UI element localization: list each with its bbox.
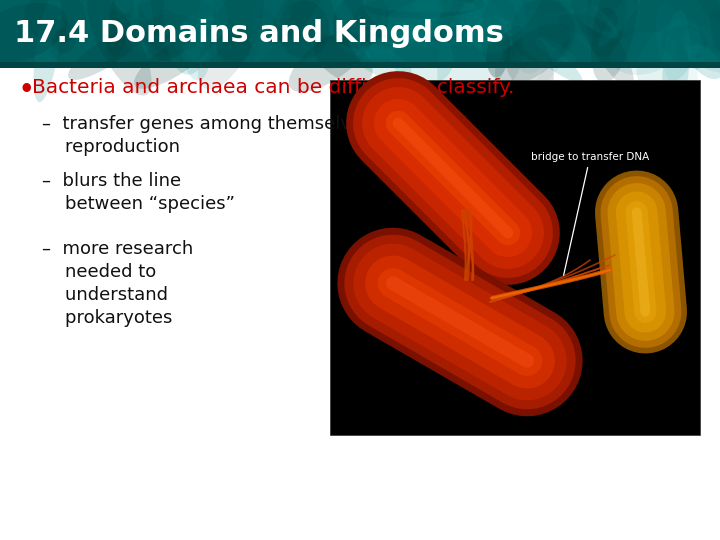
- Ellipse shape: [553, 0, 618, 38]
- Ellipse shape: [356, 48, 411, 79]
- Ellipse shape: [216, 30, 251, 63]
- Ellipse shape: [333, 0, 389, 49]
- Ellipse shape: [655, 4, 698, 101]
- Ellipse shape: [471, 15, 514, 54]
- Ellipse shape: [487, 29, 510, 77]
- FancyBboxPatch shape: [0, 0, 720, 68]
- Ellipse shape: [367, 0, 444, 54]
- Ellipse shape: [389, 26, 454, 85]
- Ellipse shape: [467, 0, 543, 44]
- Text: •: •: [18, 78, 34, 102]
- Text: Bacteria and archaea can be difficult to classify.: Bacteria and archaea can be difficult to…: [32, 78, 514, 97]
- Ellipse shape: [366, 0, 485, 18]
- Ellipse shape: [24, 0, 86, 43]
- Ellipse shape: [586, 0, 626, 57]
- Ellipse shape: [428, 23, 485, 42]
- Ellipse shape: [534, 37, 577, 65]
- Ellipse shape: [662, 10, 690, 117]
- Ellipse shape: [503, 26, 554, 99]
- Ellipse shape: [0, 3, 68, 64]
- Ellipse shape: [279, 1, 330, 59]
- Ellipse shape: [68, 25, 145, 80]
- Ellipse shape: [34, 0, 61, 102]
- Ellipse shape: [595, 8, 618, 31]
- Ellipse shape: [154, 9, 178, 38]
- Ellipse shape: [306, 42, 363, 69]
- Ellipse shape: [685, 30, 704, 70]
- Text: bridge to transfer DNA: bridge to transfer DNA: [531, 152, 649, 275]
- Ellipse shape: [289, 26, 373, 92]
- Ellipse shape: [362, 0, 476, 12]
- FancyBboxPatch shape: [330, 80, 700, 435]
- Ellipse shape: [259, 9, 278, 36]
- Ellipse shape: [598, 0, 653, 47]
- Ellipse shape: [571, 0, 634, 88]
- Ellipse shape: [107, 0, 137, 64]
- Ellipse shape: [575, 6, 616, 51]
- Ellipse shape: [697, 0, 720, 23]
- Ellipse shape: [662, 25, 707, 62]
- Ellipse shape: [515, 23, 539, 42]
- Ellipse shape: [254, 7, 292, 63]
- Ellipse shape: [87, 0, 152, 96]
- Ellipse shape: [198, 0, 264, 89]
- Ellipse shape: [381, 0, 482, 47]
- Ellipse shape: [181, 16, 210, 80]
- Ellipse shape: [362, 0, 440, 40]
- Ellipse shape: [611, 31, 677, 75]
- Text: –  more research
    needed to
    understand
    prokaryotes: – more research needed to understand pro…: [42, 240, 193, 327]
- Ellipse shape: [270, 0, 333, 44]
- Ellipse shape: [591, 0, 638, 83]
- Text: –  transfer genes among themselves outside of
    reproduction: – transfer genes among themselves outsid…: [42, 115, 467, 156]
- Ellipse shape: [688, 44, 720, 79]
- Ellipse shape: [114, 0, 153, 54]
- Ellipse shape: [107, 9, 192, 62]
- Ellipse shape: [134, 30, 216, 89]
- Ellipse shape: [336, 0, 386, 35]
- Ellipse shape: [174, 11, 224, 63]
- Ellipse shape: [341, 41, 395, 60]
- Text: 17.4 Domains and Kingdoms: 17.4 Domains and Kingdoms: [14, 19, 504, 49]
- Ellipse shape: [107, 0, 216, 63]
- Ellipse shape: [591, 0, 641, 31]
- Ellipse shape: [52, 29, 76, 53]
- Ellipse shape: [314, 35, 373, 84]
- Ellipse shape: [163, 0, 214, 75]
- Text: –  blurs the line
    between “species”: – blurs the line between “species”: [42, 172, 235, 213]
- Ellipse shape: [558, 14, 611, 37]
- Ellipse shape: [253, 0, 289, 32]
- Ellipse shape: [495, 23, 570, 85]
- Ellipse shape: [138, 0, 200, 61]
- Ellipse shape: [415, 0, 454, 19]
- Ellipse shape: [145, 15, 209, 41]
- Ellipse shape: [459, 0, 526, 52]
- Ellipse shape: [481, 0, 523, 84]
- Ellipse shape: [51, 20, 74, 58]
- Ellipse shape: [437, 0, 508, 114]
- FancyBboxPatch shape: [0, 62, 720, 68]
- Ellipse shape: [341, 0, 413, 48]
- Ellipse shape: [684, 44, 720, 73]
- Ellipse shape: [515, 38, 546, 73]
- Ellipse shape: [636, 19, 701, 90]
- Ellipse shape: [331, 0, 372, 68]
- Ellipse shape: [499, 17, 582, 83]
- Ellipse shape: [138, 0, 228, 41]
- Ellipse shape: [710, 8, 720, 57]
- Ellipse shape: [511, 0, 575, 63]
- Ellipse shape: [681, 26, 714, 54]
